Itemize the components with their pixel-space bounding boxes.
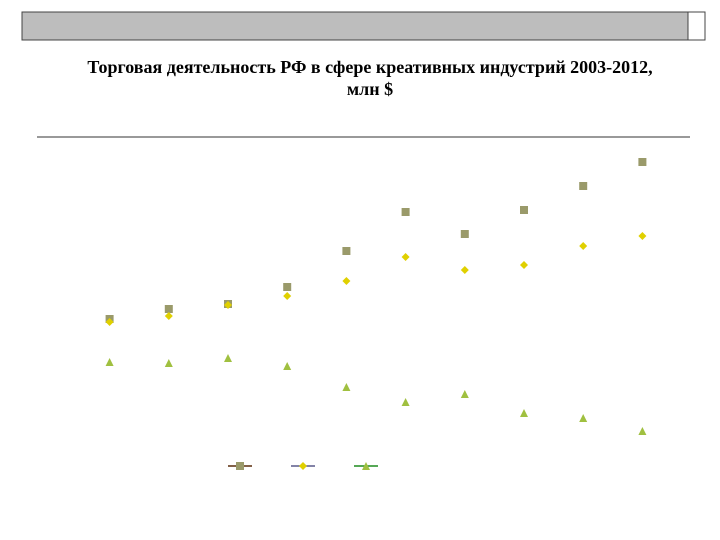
marker — [579, 242, 588, 250]
marker — [520, 409, 528, 417]
marker — [401, 208, 410, 216]
marker — [460, 390, 469, 398]
marker — [236, 462, 244, 470]
header-square — [687, 11, 706, 41]
marker — [460, 266, 469, 274]
marker — [520, 261, 528, 269]
marker — [105, 318, 114, 326]
marker — [164, 305, 173, 313]
marker — [342, 383, 351, 391]
header-bar — [21, 11, 689, 41]
marker — [638, 427, 647, 435]
marker — [401, 253, 410, 261]
marker — [638, 232, 647, 240]
marker — [401, 398, 410, 406]
marker — [579, 414, 588, 422]
chart-title: млн $ — [347, 79, 393, 99]
marker — [105, 358, 114, 366]
marker — [164, 359, 173, 367]
marker — [224, 354, 232, 362]
marker — [638, 158, 647, 166]
marker — [224, 301, 232, 309]
marker — [460, 230, 469, 238]
marker — [342, 247, 351, 255]
marker — [579, 182, 588, 190]
marker — [299, 462, 307, 470]
marker — [362, 462, 370, 470]
chart-title: Торговая деятельность РФ в сфере креатив… — [87, 57, 652, 77]
marker — [342, 277, 351, 285]
marker — [283, 292, 292, 300]
marker — [520, 206, 528, 214]
marker — [164, 312, 173, 320]
marker — [283, 283, 292, 291]
marker — [283, 362, 292, 370]
